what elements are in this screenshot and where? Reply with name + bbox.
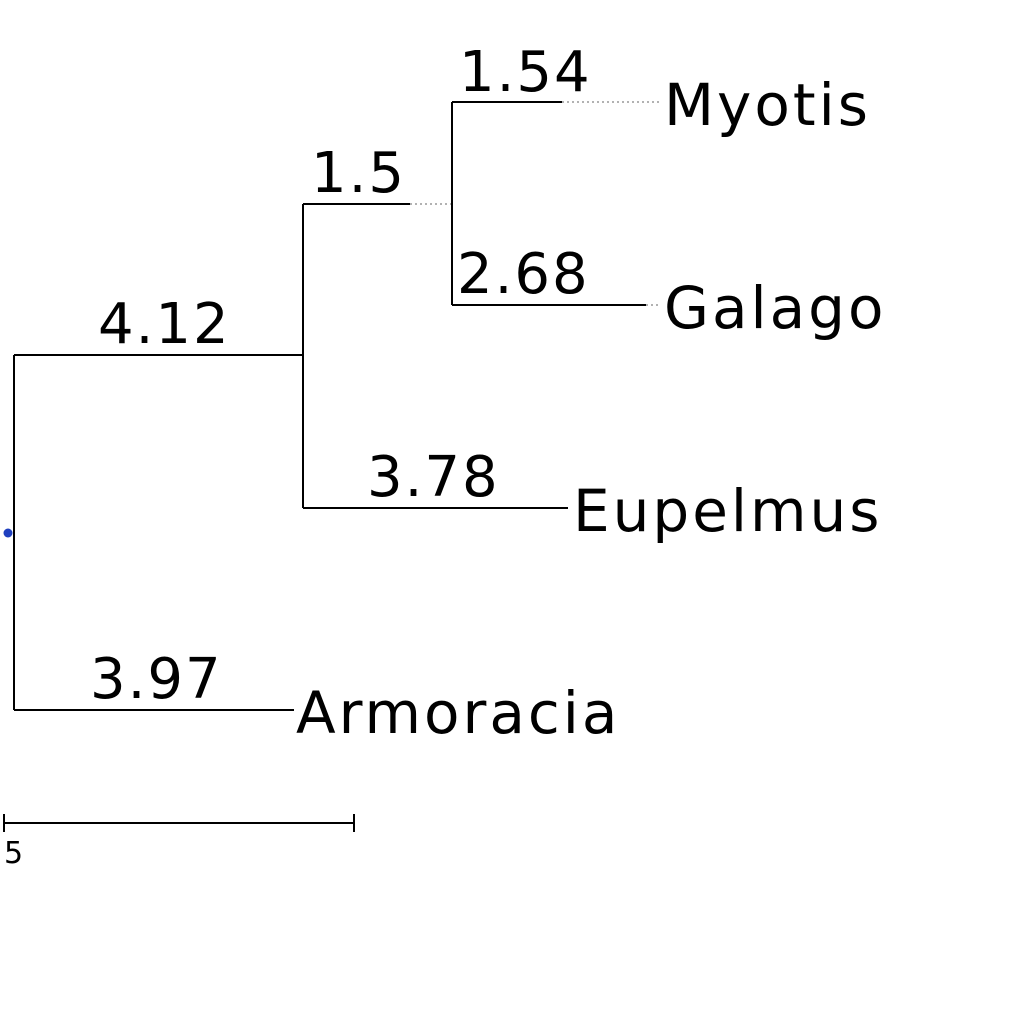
branch-length-armoracia: 3.97 (90, 647, 223, 712)
leaf-label-armoracia: Armoracia (296, 679, 620, 747)
scale-bar-label: 5 (4, 836, 23, 871)
root-node-marker[interactable] (3, 528, 13, 538)
branch-length-galago: 2.68 (457, 242, 590, 307)
branch-length-myotis-galago-clade: 1.5 (311, 141, 406, 206)
leaf-label-eupelmus: Eupelmus (573, 477, 883, 545)
branch-length-myotis: 1.54 (459, 40, 592, 105)
leaf-label-galago: Galago (664, 274, 886, 342)
scale-bar: 5 (3, 814, 355, 871)
branch-length-eupelmus: 3.78 (367, 445, 500, 510)
leaf-label-myotis: Myotis (664, 71, 871, 139)
branch-length-three-taxon-clade: 4.12 (98, 292, 231, 357)
